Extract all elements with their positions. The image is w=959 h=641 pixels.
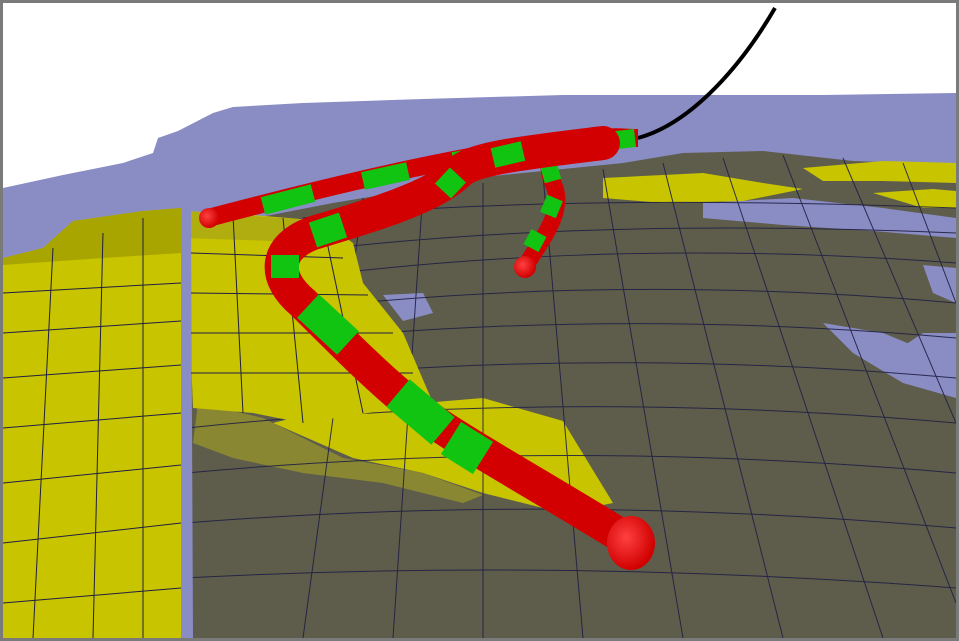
dark-horizon-surface — [183, 151, 956, 638]
yellow-surface-patch — [603, 173, 803, 203]
yellow-surface-patch — [873, 189, 956, 208]
well-main-lateral[interactable] — [264, 126, 650, 560]
reservoir-scene[interactable] — [3, 3, 956, 638]
well-short-lateral-tip[interactable] — [514, 256, 536, 278]
yellow-fault-block — [3, 208, 185, 638]
yellow-surface-patch — [803, 161, 956, 183]
well-main-lateral-tip[interactable] — [607, 516, 655, 570]
yellow-fault-block-face — [3, 208, 181, 265]
water-gap — [703, 198, 956, 238]
fault-gap — [181, 208, 193, 638]
shadow-patch — [193, 403, 483, 503]
wellhead-line — [637, 6, 777, 140]
water-gap — [823, 323, 956, 398]
well-upper-lateral-tip[interactable] — [199, 208, 219, 228]
